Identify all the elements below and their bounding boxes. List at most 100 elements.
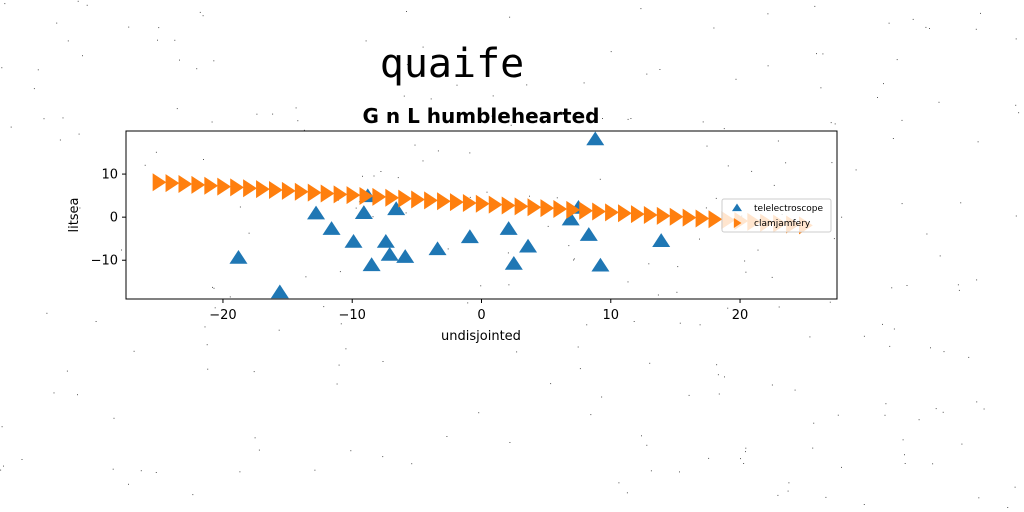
speckle-dot (929, 28, 930, 29)
speckle-dot (975, 28, 977, 30)
speckle-dot (744, 260, 746, 262)
speckle-dot (708, 457, 710, 459)
speckle-dot (901, 119, 903, 121)
speckle-dot (855, 169, 857, 171)
speckle-dot (705, 207, 707, 209)
speckle-dot (214, 307, 216, 309)
speckle-dot (336, 383, 338, 385)
data-point-telelectroscope (270, 284, 289, 299)
speckle-dot (144, 164, 146, 166)
speckle-dot (983, 408, 985, 410)
speckle-dot (373, 175, 375, 177)
chart-suptitle: quaife (380, 41, 525, 87)
speckle-dot (837, 414, 839, 416)
speckle-dot (113, 417, 115, 419)
x-axis-label: undisjointed (441, 329, 521, 344)
speckle-dot (650, 470, 652, 472)
speckle-dot (679, 471, 680, 473)
speckle-dot (820, 87, 822, 89)
speckle-dot (935, 408, 937, 410)
speckle-dot (1, 67, 3, 69)
speckle-dot (155, 151, 157, 153)
data-point-telelectroscope (499, 221, 518, 235)
speckle-dot (740, 458, 741, 460)
speckle-dot (626, 492, 628, 494)
speckle-dot (932, 463, 934, 465)
speckle-dot (112, 468, 114, 470)
speckle-dot (196, 68, 198, 70)
speckle-dot (883, 83, 884, 85)
speckle-dot (980, 12, 981, 14)
speckle-dot (355, 207, 357, 209)
speckle-dot (492, 95, 494, 97)
speckle-dot (406, 64, 408, 66)
data-point-telelectroscope (322, 221, 341, 235)
speckle-dot (778, 306, 780, 308)
data-point-clamjamfery (708, 210, 723, 229)
speckle-dot (699, 324, 701, 326)
speckle-dot (491, 115, 493, 117)
speckle-dot (53, 392, 55, 394)
speckle-dot (447, 248, 449, 250)
data-point-clamjamfery (475, 194, 490, 213)
plot-area (125, 130, 838, 300)
speckle-dot (43, 118, 45, 120)
speckle-dot (338, 364, 340, 366)
speckle-dot (372, 216, 374, 218)
speckle-dot (422, 160, 424, 162)
speckle-dot (509, 16, 511, 18)
speckle-dot (229, 296, 231, 298)
data-point-clamjamfery (656, 206, 671, 225)
speckle-dot (573, 259, 574, 261)
speckle-dot (813, 422, 815, 424)
speckle-dot (256, 113, 258, 115)
speckle-dot (677, 266, 679, 268)
speckle-dot (841, 216, 843, 218)
data-point-telelectroscope (504, 256, 523, 270)
series-telelectroscope (229, 131, 671, 299)
speckle-dot (822, 53, 824, 55)
data-point-clamjamfery (217, 177, 232, 196)
x-axis: −20 −10 0 10 20 (209, 299, 748, 323)
speckle-dot (977, 141, 979, 143)
speckle-dot (785, 162, 787, 164)
x-tick-label: 10 (602, 308, 619, 323)
speckle-dot (414, 144, 416, 146)
speckle-dot (350, 450, 352, 452)
speckle-dot (1015, 215, 1017, 217)
speckle-dot (77, 394, 78, 396)
speckle-dot (556, 197, 558, 199)
speckle-dot (254, 437, 256, 439)
speckle-dot (207, 368, 209, 370)
speckle-dot (767, 13, 769, 15)
speckle-dot (743, 463, 745, 464)
speckle-dot (978, 497, 980, 499)
speckle-dot (456, 84, 458, 86)
data-point-clamjamfery (618, 204, 632, 223)
data-point-clamjamfery (191, 175, 206, 194)
speckle-dot (586, 324, 588, 326)
speckle-dot (773, 184, 775, 186)
speckle-dot (422, 46, 424, 48)
speckle-dot (863, 504, 865, 505)
data-point-clamjamfery (230, 178, 244, 197)
speckle-dot (174, 39, 176, 41)
legend-marker-clamjamfery (733, 218, 742, 228)
chart-title: G n L humblehearted (363, 104, 600, 128)
data-point-clamjamfery (566, 200, 581, 219)
speckle-dot (968, 356, 970, 358)
speckle-dot (814, 5, 816, 7)
speckle-dot (892, 138, 894, 139)
speckle-dot (834, 123, 836, 125)
speckle-dot (904, 454, 905, 456)
speckle-dot (486, 191, 488, 193)
speckle-dot (646, 444, 648, 446)
speckle-dot (382, 456, 384, 458)
speckle-dot (295, 107, 297, 109)
speckle-dot (176, 108, 178, 110)
speckle-dot (62, 117, 64, 119)
y-tick-label: −10 (91, 254, 118, 269)
legend-label-telelectroscope: telelectroscope (754, 204, 823, 214)
speckle-dot (777, 494, 779, 496)
speckle-dot (942, 411, 944, 413)
